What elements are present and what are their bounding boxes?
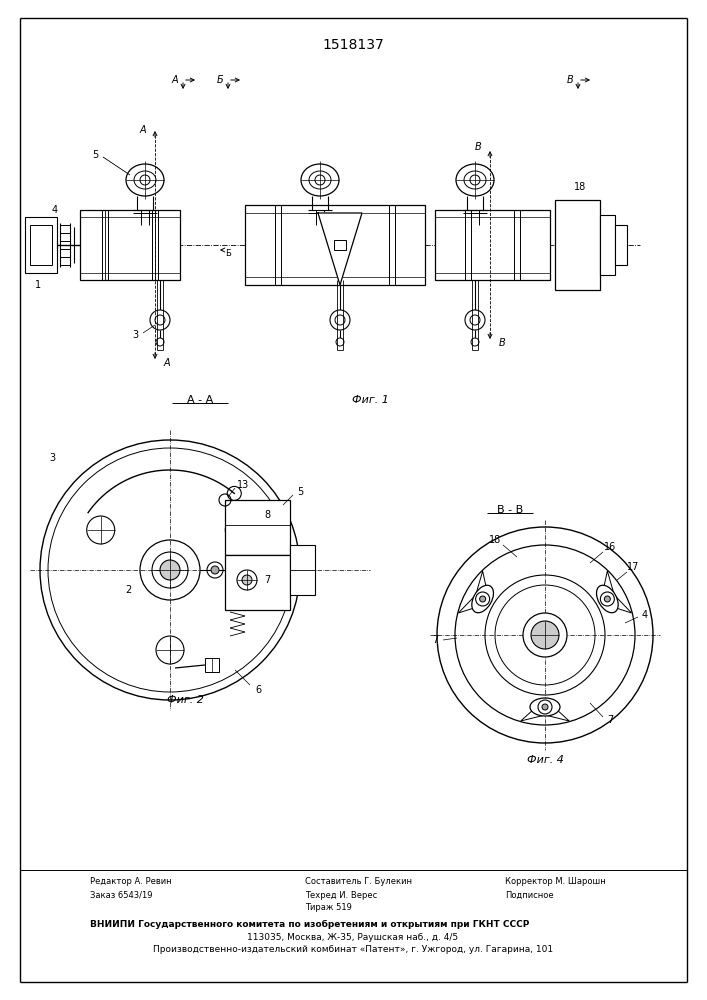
Circle shape — [160, 560, 180, 580]
Bar — [290, 545, 315, 595]
Bar — [25, 217, 57, 273]
Bar — [225, 555, 290, 610]
Text: А: А — [140, 125, 146, 135]
Text: 7: 7 — [264, 575, 270, 585]
Text: 13: 13 — [237, 480, 249, 490]
Text: Заказ 6543/19: Заказ 6543/19 — [90, 890, 153, 900]
Text: Производственно-издательский комбинат «Патент», г. Ужгород, ул. Гагарина, 101: Производственно-издательский комбинат «П… — [153, 946, 553, 954]
Text: 7: 7 — [432, 635, 438, 645]
Text: 18: 18 — [489, 535, 501, 545]
Circle shape — [523, 613, 567, 657]
Circle shape — [479, 596, 486, 602]
Text: Фиг. 1: Фиг. 1 — [351, 395, 388, 405]
Polygon shape — [521, 699, 569, 721]
Circle shape — [600, 592, 614, 606]
Circle shape — [242, 575, 252, 585]
Circle shape — [335, 315, 345, 325]
Text: Б: Б — [225, 248, 231, 257]
Text: Подписное: Подписное — [505, 890, 554, 900]
Text: 8: 8 — [264, 510, 270, 520]
Polygon shape — [458, 571, 489, 613]
Bar — [555, 200, 600, 290]
Circle shape — [150, 310, 170, 330]
Circle shape — [531, 621, 559, 649]
Bar — [615, 225, 627, 265]
Text: Тираж 519: Тираж 519 — [305, 904, 352, 912]
Text: В - В: В - В — [497, 505, 523, 515]
Circle shape — [476, 592, 490, 606]
Text: А: А — [172, 75, 178, 85]
Bar — [30, 225, 52, 265]
Text: Фиг. 2: Фиг. 2 — [167, 695, 204, 705]
Text: 7: 7 — [607, 715, 613, 725]
Text: 6: 6 — [255, 685, 261, 695]
Text: Редактор А. Ревин: Редактор А. Ревин — [90, 878, 172, 886]
Circle shape — [336, 338, 344, 346]
Text: 4: 4 — [52, 205, 58, 215]
Text: 3: 3 — [49, 453, 55, 463]
Text: 2: 2 — [125, 585, 131, 595]
Bar — [245, 205, 425, 285]
Circle shape — [542, 704, 548, 710]
Polygon shape — [318, 213, 362, 285]
Text: В: В — [498, 338, 506, 348]
Text: А - А: А - А — [187, 395, 213, 405]
Text: 5: 5 — [297, 487, 303, 497]
Text: Техред И. Верес: Техред И. Верес — [305, 890, 378, 900]
Bar — [205, 658, 219, 672]
Polygon shape — [600, 571, 631, 613]
Text: 16: 16 — [604, 542, 616, 552]
Text: В: В — [566, 75, 573, 85]
Circle shape — [470, 315, 480, 325]
Text: 3: 3 — [132, 330, 138, 340]
Circle shape — [465, 310, 485, 330]
Text: Составитель Г. Булекин: Составитель Г. Булекин — [305, 878, 412, 886]
Circle shape — [156, 338, 164, 346]
Circle shape — [471, 338, 479, 346]
Text: Б: Б — [216, 75, 223, 85]
Circle shape — [211, 566, 219, 574]
Text: ВНИИПИ Государственного комитета по изобретениям и открытиям при ГКНТ СССР: ВНИИПИ Государственного комитета по изоб… — [90, 919, 530, 929]
Bar — [80, 210, 180, 280]
Bar — [225, 500, 290, 555]
Text: 4: 4 — [642, 610, 648, 620]
Text: 1: 1 — [35, 280, 41, 290]
Text: 5: 5 — [92, 150, 98, 160]
Circle shape — [330, 310, 350, 330]
Text: 113035, Москва, Ж-35, Раушская наб., д. 4/5: 113035, Москва, Ж-35, Раушская наб., д. … — [247, 932, 459, 942]
Text: Фиг. 4: Фиг. 4 — [527, 755, 563, 765]
Text: А: А — [164, 358, 170, 368]
Ellipse shape — [530, 698, 560, 716]
Ellipse shape — [597, 585, 618, 613]
Text: 1518137: 1518137 — [322, 38, 384, 52]
Ellipse shape — [472, 585, 493, 613]
Circle shape — [604, 596, 610, 602]
Text: 18: 18 — [574, 182, 586, 192]
Bar — [435, 210, 550, 280]
Bar — [600, 215, 615, 275]
Text: Корректор М. Шарошн: Корректор М. Шарошн — [505, 878, 606, 886]
Text: В: В — [474, 142, 481, 152]
Circle shape — [538, 700, 552, 714]
Text: 17: 17 — [627, 562, 639, 572]
Bar — [334, 240, 346, 250]
Circle shape — [155, 315, 165, 325]
